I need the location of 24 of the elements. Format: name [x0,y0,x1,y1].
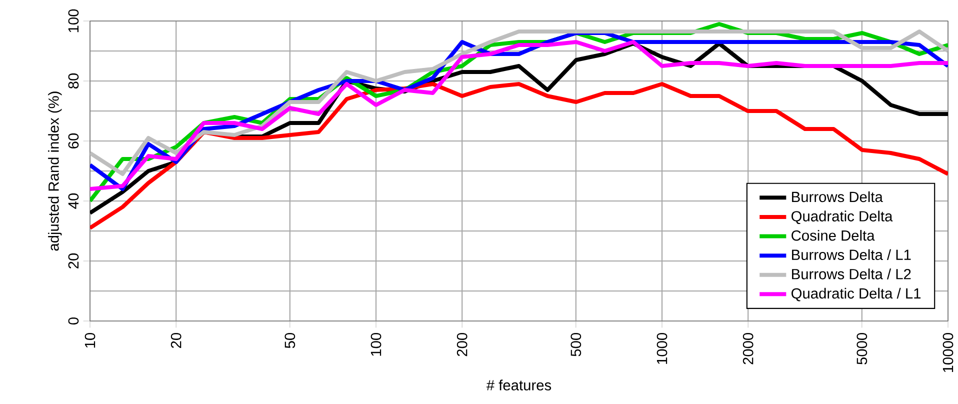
x-tick-label: 1000 [656,332,668,364]
x-tick-label: 200 [456,332,468,356]
x-tick-label: 2000 [742,332,754,364]
legend-label: Burrows Delta / L2 [792,268,911,280]
x-tick-label: 10000 [942,332,954,372]
legend-label: Quadratic Delta [792,210,893,224]
x-tick-label: 20 [170,332,182,348]
y-tick-label: 40 [68,193,79,209]
y-tick-label: 100 [68,9,79,32]
legend-label: Quadratic Delta / L1 [792,288,921,302]
legend-label: Burrows Delta [792,191,883,202]
x-tick-label: 500 [570,332,582,356]
x-tick-label: 100 [370,332,382,356]
y-tick-label: 0 [68,318,79,325]
y-tick-label: 20 [68,253,79,268]
x-axis-title: # features [486,380,552,390]
y-tick-label: 60 [68,133,79,148]
x-tick-label: 5000 [856,332,868,364]
y-tick-label: 80 [68,73,79,89]
legend-label: Cosine Delta [792,230,875,241]
y-axis-title: adjusted Rand index (%) [48,92,62,251]
x-tick-label: 50 [284,332,296,348]
x-tick-label: 10 [84,332,96,348]
legend-label: Burrows Delta / L1 [792,249,911,260]
